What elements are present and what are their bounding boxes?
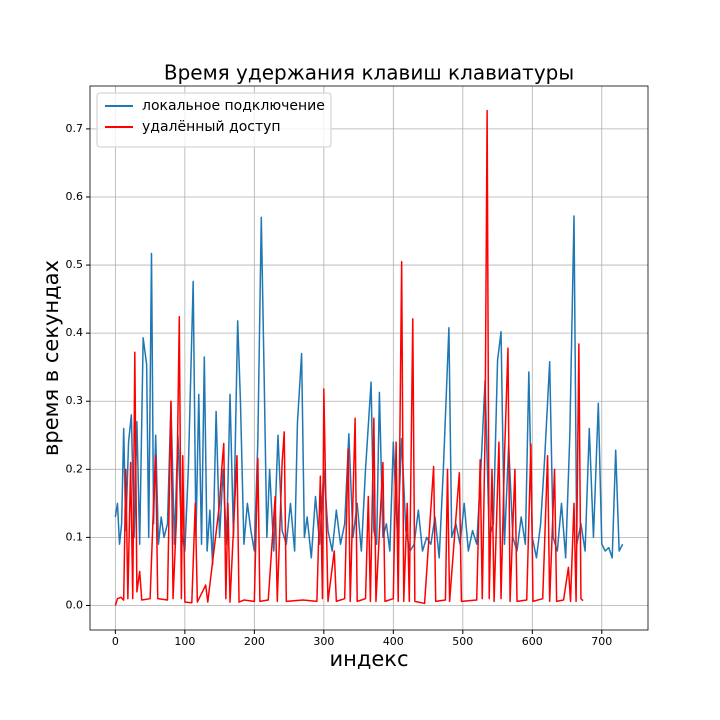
y-tick-label: 0.4	[66, 326, 84, 339]
x-tick-label: 100	[174, 635, 195, 648]
legend-box	[96, 92, 332, 148]
legend-label: локальное подключение	[142, 98, 325, 114]
chart-title: Время удержания клавиш клавиатуры	[164, 61, 574, 85]
y-tick-label: 0.3	[66, 394, 84, 407]
x-tick-label: 700	[591, 635, 612, 648]
y-tick-label: 0.0	[66, 598, 84, 611]
y-axis-label: время в секундах	[39, 260, 63, 456]
x-tick-label: 500	[452, 635, 473, 648]
y-tick-label: 0.5	[66, 258, 84, 271]
line-series	[114, 109, 584, 606]
plot-frame	[89, 85, 649, 631]
y-tick-label: 0.6	[66, 190, 84, 203]
x-tick-label: 200	[244, 635, 265, 648]
x-axis-label: индекс	[329, 647, 408, 671]
legend-label: удалённый доступ	[142, 119, 281, 135]
x-tick-label: 600	[522, 635, 543, 648]
y-tick-label: 0.7	[66, 122, 84, 135]
x-tick-label: 400	[383, 635, 404, 648]
x-tick-label: 0	[112, 635, 119, 648]
y-tick-label: 0.1	[66, 530, 84, 543]
x-tick-label: 300	[313, 635, 334, 648]
y-tick-label: 0.2	[66, 462, 84, 475]
